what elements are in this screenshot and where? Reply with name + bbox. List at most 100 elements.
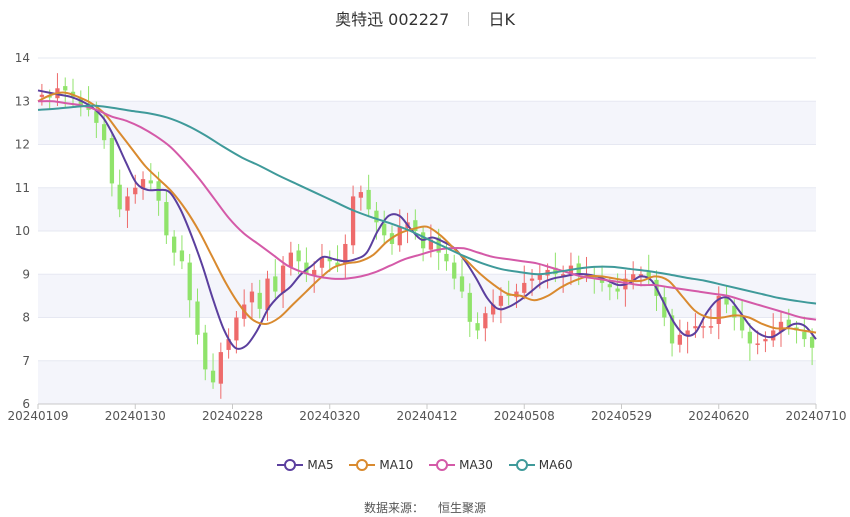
candle-body	[755, 343, 760, 345]
legend-item-ma5[interactable]: MA5	[277, 458, 334, 472]
candle-body	[280, 265, 286, 293]
x-tick-label: 20240320	[299, 409, 360, 423]
candle-body	[273, 276, 278, 292]
candle-body	[490, 304, 496, 315]
candle-body	[288, 252, 293, 267]
candle-body	[210, 370, 216, 383]
candle-body	[327, 258, 332, 262]
candle-body	[140, 179, 146, 190]
x-tick-label: 20240508	[494, 409, 555, 423]
candle-body	[350, 196, 356, 246]
candle-body	[125, 196, 130, 211]
series-line-ma10	[37, 91, 817, 334]
candle-body	[265, 278, 270, 311]
grid-band	[38, 274, 816, 318]
candle-body	[366, 189, 371, 210]
legend-item-ma60[interactable]: MA60	[508, 458, 573, 472]
candle-body	[109, 138, 115, 184]
candle-body	[234, 317, 239, 341]
candle-body	[94, 111, 99, 123]
candle-body	[739, 315, 745, 331]
candle-body	[312, 269, 317, 276]
candle-body	[716, 295, 721, 324]
candle-body	[47, 96, 52, 98]
candle-body	[164, 202, 169, 236]
x-tick-label: 20240710	[785, 409, 846, 423]
candle-body	[343, 243, 348, 264]
legend-swatch-ma5	[277, 458, 304, 472]
legend-swatch-ma10	[349, 458, 376, 472]
candle-body	[382, 223, 387, 236]
candle-body	[101, 124, 107, 141]
period-label: 日K	[488, 10, 515, 29]
candle-body	[498, 295, 504, 306]
series-line-ma60	[37, 104, 817, 305]
candle-body	[319, 256, 325, 268]
candle-body	[475, 323, 480, 331]
grid-band	[38, 101, 816, 145]
candlestick-chart: 6 7 8 9 10 11 12 13 14 20240109 20240130 20240228 20…	[7, 51, 846, 423]
candle-body	[187, 262, 192, 301]
legend-label-ma10: MA10	[379, 458, 414, 472]
chart-title: 奥特迅 002227 日K	[0, 6, 850, 30]
candle-body	[397, 226, 402, 246]
candle-body	[522, 282, 527, 293]
candle-body	[39, 94, 45, 97]
candle-body	[249, 291, 255, 303]
legend-item-ma10[interactable]: MA10	[349, 458, 413, 472]
legend-swatch-ma30	[429, 458, 456, 472]
title-separator	[468, 12, 470, 26]
candle-body	[226, 339, 231, 350]
candle-body	[701, 326, 706, 328]
candle-body	[615, 288, 620, 292]
x-tick-label: 20240529	[591, 409, 652, 423]
x-tick-label: 20240620	[688, 409, 749, 423]
candle-body	[693, 326, 698, 329]
candle-body	[156, 181, 161, 201]
candle-body	[708, 326, 714, 328]
source-provider: 恒生聚源	[438, 501, 487, 515]
candle-body	[483, 313, 488, 329]
chart-legend: MA5 MA10 MA30 MA60	[0, 458, 850, 475]
candle-body	[203, 332, 208, 370]
candle-body	[747, 331, 753, 344]
candle-body	[133, 187, 138, 195]
candle-body	[763, 339, 768, 342]
candle-body	[646, 272, 651, 279]
candle-body	[724, 297, 729, 305]
legend-label-ma5: MA5	[307, 458, 334, 472]
stock-name: 奥特迅	[335, 10, 384, 29]
candle-body	[677, 334, 682, 345]
candle-body	[662, 297, 667, 318]
legend-item-ma30[interactable]: MA30	[429, 458, 493, 472]
y-tick-label: 7	[22, 354, 30, 368]
candle-body	[467, 292, 472, 322]
candle-body	[778, 321, 784, 332]
candle-body	[732, 305, 737, 318]
x-tick-label: 20240228	[202, 409, 263, 423]
candle-body	[809, 336, 815, 348]
candle-body	[771, 330, 776, 341]
candle-body	[553, 267, 558, 275]
x-tick-label: 20240130	[105, 409, 166, 423]
candle-body	[802, 331, 807, 340]
candle-body	[669, 315, 675, 344]
candle-body	[218, 352, 223, 384]
candle-body	[195, 301, 200, 335]
candle-body	[374, 210, 379, 223]
candle-body	[78, 98, 83, 106]
candle-body	[607, 284, 612, 288]
legend-swatch-ma60	[508, 458, 535, 472]
x-tick-label: 20240109	[7, 409, 68, 423]
grid-band	[38, 360, 816, 404]
candle-body	[529, 278, 535, 281]
source-label: 数据来源：	[363, 501, 424, 515]
y-tick-label: 11	[15, 181, 30, 195]
candle-body	[257, 292, 262, 309]
candle-body	[172, 236, 177, 253]
candle-body	[638, 274, 644, 276]
candle-body	[335, 262, 340, 266]
candle-body	[537, 274, 542, 280]
y-tick-label: 13	[15, 94, 30, 108]
legend-label-ma30: MA30	[459, 458, 493, 472]
